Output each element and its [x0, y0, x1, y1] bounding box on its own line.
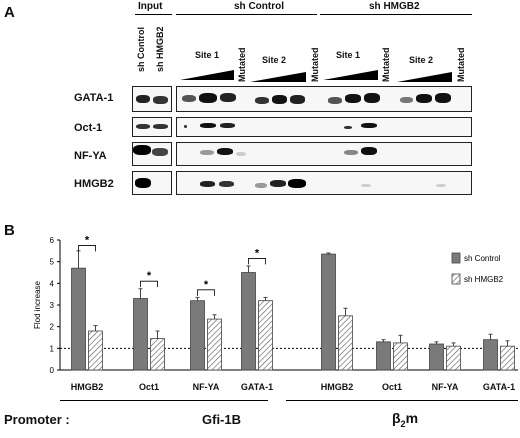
gfi1b-group-rule [60, 400, 268, 401]
bar-sh-control [321, 253, 336, 371]
category-label: NF-YA [431, 382, 459, 392]
bar-sh-hmgb2 [258, 300, 273, 371]
significance-star: * [85, 234, 90, 246]
y-tick-label: 1 [50, 344, 55, 353]
group-label-b2m: β2m [392, 410, 419, 429]
b2m-group-rule [286, 400, 518, 401]
legend: sh Control sh HMGB2 [451, 252, 504, 285]
category-label: GATA-1 [240, 382, 274, 392]
panel-b-letter: B [4, 222, 15, 239]
site1-label-control: Site 1 [195, 50, 220, 60]
wedge-control-site1 [180, 70, 234, 80]
bars [71, 250, 515, 371]
header-sh-hmgb2: sh HMGB2 [369, 1, 420, 12]
bar-sh-hmgb2 [446, 345, 461, 371]
significance-bracket [248, 258, 266, 265]
row-label-hmgb2: HMGB2 [74, 178, 114, 190]
y-tick-label: 4 [50, 279, 55, 288]
significance-bracket [140, 280, 158, 288]
category-label: GATA-1 [482, 382, 516, 392]
bar-sh-control [71, 267, 86, 371]
group-label-gfi1b: Gfi-1B [202, 412, 241, 427]
y-tick-label: 5 [50, 258, 55, 267]
bar-sh-control [429, 343, 444, 371]
category-label: Oct1 [138, 382, 159, 392]
header-sh-control-rule [176, 14, 317, 15]
legend-swatch-sh-control [451, 252, 461, 264]
header-sh-hmgb2-rule [320, 14, 472, 15]
bar-sh-hmgb2 [500, 345, 515, 371]
bar-sh-hmgb2 [207, 318, 222, 371]
bar-chart: 0 1 2 3 4 5 6 * * * * sh Control sh HMGB2 Flod inc… [33, 234, 518, 375]
row-label-nfya: NF-YA [74, 150, 107, 162]
bar-sh-hmgb2 [88, 330, 103, 371]
significance-bracket [78, 245, 96, 252]
category-label: Oct1 [381, 382, 402, 392]
bar-sh-hmgb2 [393, 342, 408, 371]
y-axis-label: Flod increase [33, 280, 42, 329]
legend-swatch-sh-hmgb2 [451, 273, 461, 285]
y-tick-label: 0 [50, 366, 55, 375]
header-sh-control: sh Control [234, 1, 284, 12]
significance-bracket [197, 289, 215, 296]
significance-star: * [147, 270, 152, 282]
category-label: HMGB2 [320, 382, 354, 392]
promoter-label: Promoter : [4, 412, 70, 427]
significance-brackets: * * * * [78, 234, 266, 296]
y-tick-label: 6 [50, 236, 55, 245]
significance-star: * [204, 279, 209, 291]
row-label-gata1: GATA-1 [74, 92, 114, 104]
site2-label-control: Site 2 [262, 55, 287, 65]
bar-sh-control [133, 298, 148, 371]
site2-label-hmgb2: Site 2 [409, 55, 434, 65]
category-label: HMGB2 [70, 382, 104, 392]
wedge-hmgb2-site2 [397, 72, 452, 82]
wedge-hmgb2-site1 [323, 70, 378, 80]
bar-sh-control [483, 339, 498, 371]
site1-label-hmgb2: Site 1 [336, 50, 361, 60]
bar-sh-control [190, 300, 205, 371]
header-input-rule [135, 14, 172, 15]
titration-wedges [180, 70, 452, 82]
wedge-control-site2 [250, 72, 306, 82]
bar-sh-control [376, 341, 391, 371]
bar-sh-hmgb2 [338, 315, 353, 371]
panel-a-letter: A [4, 4, 15, 21]
bar-sh-hmgb2 [150, 338, 165, 371]
category-label: NF-YA [192, 382, 220, 392]
y-tick-label: 3 [50, 301, 55, 310]
bar-sh-control [241, 272, 256, 371]
y-tick-label: 2 [50, 323, 55, 332]
row-label-oct1: Oct-1 [74, 122, 103, 134]
legend-label: sh Control [464, 254, 501, 263]
legend-label: sh HMGB2 [464, 275, 504, 284]
header-input: Input [138, 1, 163, 12]
significance-star: * [255, 247, 260, 259]
